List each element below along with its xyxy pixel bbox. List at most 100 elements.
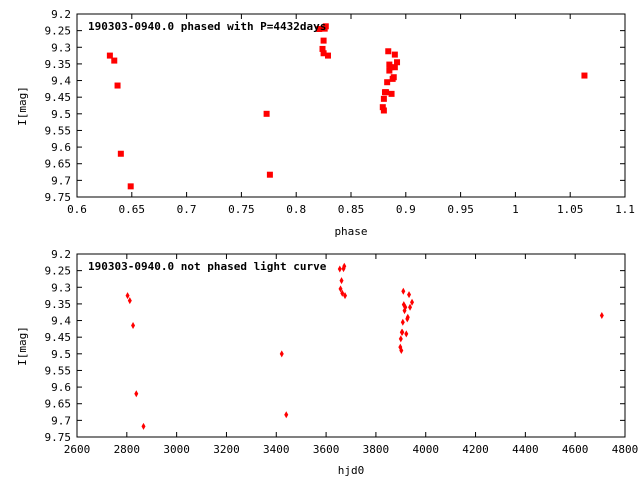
unphased-y-tick-label: 9.3 [51,281,71,294]
unphased-plot-frame [76,253,626,438]
unphased-y-tick-label: 9.35 [45,298,72,311]
phased-data-point [391,64,398,71]
unphased-data-point [410,298,415,306]
phased-data-point [380,95,387,102]
phased-y-axis-label: I[mag] [16,86,29,126]
unphased-x-tick-label: 3000 [163,443,190,456]
phased-data-point [388,90,395,97]
phased-y-tick-label: 9.3 [51,41,71,54]
unphased-y-tick-label: 9.2 [51,248,71,261]
phased-data-point [117,150,124,157]
phased-x-tick-label: 0.65 [119,203,146,216]
unphased-tick-labels: 2600 2800 3000 3200 3400 3600 3800 4000 4200 4400… [45,248,639,456]
phased-data-point [320,37,327,44]
unphased-data-point [340,289,345,297]
unphased-data-point [141,422,146,430]
phased-data-point [380,107,387,114]
unphased-data-point [400,328,405,336]
phased-y-tick-label: 9.5 [51,108,71,121]
unphased-x-tick-label: 3800 [363,443,390,456]
phased-y-tick-label: 9.65 [45,158,72,171]
unphased-x-tick-label: 4000 [412,443,439,456]
unphased-points [125,262,604,430]
phased-points [106,23,588,190]
phased-data-point [383,89,390,96]
unphased-data-point [404,330,409,338]
unphased-y-tick-label: 9.4 [51,315,71,328]
phased-y-tick-label: 9.75 [45,191,72,204]
phased-data-point [263,110,270,117]
unphased-data-point [125,292,130,300]
phased-data-point [391,51,398,58]
unphased-x-tick-label: 4200 [462,443,489,456]
phased-data-point [386,67,393,74]
phased-tick-labels: 0.6 0.65 0.7 0.75 0.8 0.85 0.9 0.95 1 1.05 1.1 9.2 9… [45,8,635,216]
unphased-data-point [339,277,344,285]
unphased-y-axis-label: I[mag] [16,326,29,366]
phased-data-point [379,104,386,111]
phased-y-tick-label: 9.35 [45,58,72,71]
phased-x-tick-label: 0.95 [447,203,474,216]
unphased-data-point [134,390,139,398]
phased-data-point [319,45,326,52]
phased-data-point [385,48,392,55]
phased-data-point [322,23,329,30]
unphased-data-point [343,292,348,300]
phased-ticks [76,13,626,198]
phased-data-point [581,72,588,79]
unphased-data-point [407,291,412,299]
phased-y-tick-label: 9.4 [51,75,71,88]
phased-y-tick-label: 9.6 [51,141,71,154]
unphased-data-point [400,318,405,326]
unphased-data-point [405,313,410,321]
phased-plot-frame [76,13,626,198]
unphased-y-tick-label: 9.65 [45,398,72,411]
unphased-data-point [599,312,604,320]
unphased-data-point [399,346,404,354]
unphased-data-point [403,303,408,311]
unphased-y-tick-label: 9.5 [51,348,71,361]
phased-y-tick-label: 9.55 [45,124,72,137]
unphased-y-tick-label: 9.6 [51,381,71,394]
phased-y-tick-label: 9.2 [51,8,71,21]
unphased-data-point [279,350,284,358]
unphased-x-tick-label: 4600 [562,443,589,456]
unphased-data-point [338,285,343,293]
unphased-data-point [284,411,289,419]
phased-x-tick-label: 0.9 [396,203,416,216]
unphased-x-tick-label: 3200 [213,443,240,456]
phased-x-tick-label: 1 [512,203,519,216]
unphased-y-tick-label: 9.75 [45,431,72,444]
phased-chart: 0.6 0.65 0.7 0.75 0.8 0.85 0.9 0.95 1 1.05 1.1 9.2 9… [16,8,635,238]
unphased-data-point [408,303,413,311]
phased-x-tick-label: 0.85 [338,203,365,216]
phased-data-point [387,64,394,71]
unphased-x-tick-label: 3600 [313,443,340,456]
unphased-chart-title: 190303-0940.0 not phased light curve [88,260,327,273]
phased-x-axis-label: phase [334,225,367,238]
phased-data-point [390,74,397,81]
unphased-ticks [76,253,626,438]
unphased-y-tick-label: 9.45 [45,331,72,344]
phased-x-tick-label: 0.7 [177,203,197,216]
unphased-x-tick-label: 2600 [64,443,91,456]
phased-data-point [114,82,121,89]
phased-data-point [320,50,327,57]
unphased-data-point [337,265,342,273]
phased-y-tick-label: 9.25 [45,25,72,38]
unphased-x-tick-label: 4800 [612,443,639,456]
unphased-x-axis-label: hjd0 [338,464,365,477]
unphased-y-tick-label: 9.25 [45,265,72,278]
unphased-data-point [342,262,347,270]
unphased-data-point [131,322,136,330]
phased-y-tick-label: 9.45 [45,91,72,104]
unphased-y-tick-label: 9.55 [45,364,72,377]
unphased-x-tick-label: 3400 [263,443,290,456]
phased-data-point [316,25,323,32]
phased-x-tick-label: 0.75 [228,203,255,216]
phased-x-tick-label: 1.1 [615,203,635,216]
phased-data-point [324,52,331,59]
phased-x-tick-label: 0.6 [67,203,87,216]
phased-data-point [394,59,401,66]
